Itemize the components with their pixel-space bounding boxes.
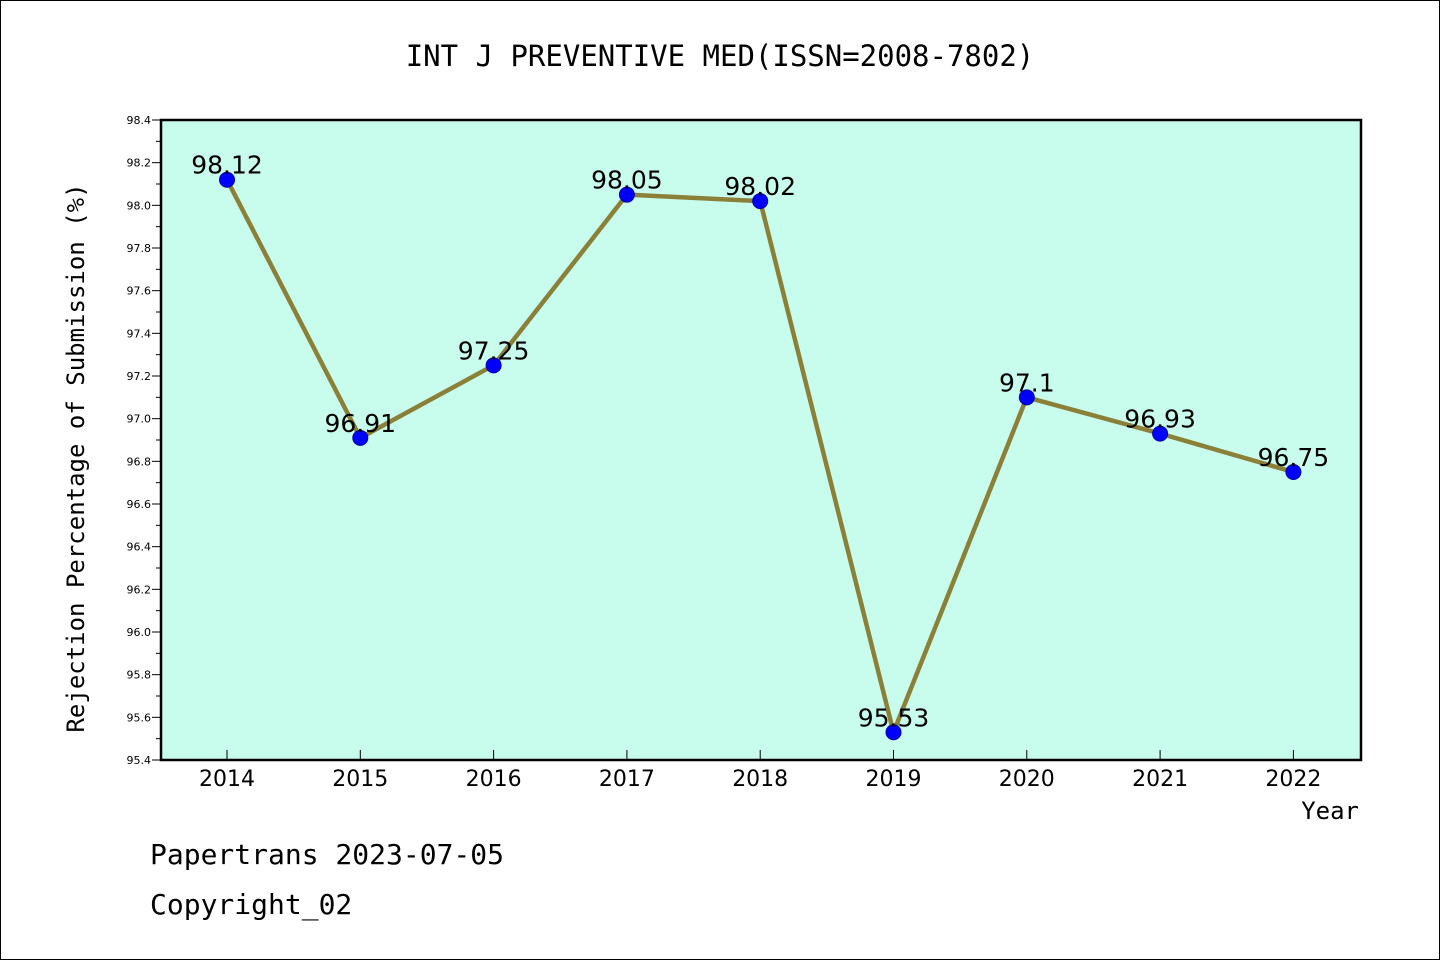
data-point-2014 bbox=[219, 171, 235, 188]
y-tick-label: 95.6 bbox=[127, 711, 152, 724]
data-point-2018 bbox=[752, 193, 769, 210]
data-label-2019: 95.53 bbox=[858, 703, 930, 732]
x-tick-label: 2017 bbox=[599, 767, 655, 792]
data-label-2018: 98.02 bbox=[724, 172, 796, 201]
footer-publisher-date: Papertrans 2023-07-05 bbox=[150, 838, 504, 871]
y-tick-label: 96.0 bbox=[127, 626, 152, 639]
y-tick-label: 97.4 bbox=[127, 327, 152, 340]
x-tick-label: 2015 bbox=[332, 767, 388, 792]
x-tick-label: 2021 bbox=[1132, 767, 1188, 792]
y-tick-label: 97.8 bbox=[127, 242, 152, 255]
x-tick-label: 2022 bbox=[1265, 767, 1321, 792]
x-axis: 2014 2015 2016 2017 2018 2019 2020 2021 2022 bbox=[199, 750, 1321, 792]
y-tick-label: 98.2 bbox=[127, 157, 152, 170]
series-rejection bbox=[219, 171, 1302, 741]
y-tick-label: 96.4 bbox=[127, 541, 152, 554]
data-point-2020 bbox=[1018, 389, 1035, 406]
x-tick-label: 2016 bbox=[466, 767, 522, 792]
x-tick-label: 2019 bbox=[866, 767, 922, 792]
data-point-2016 bbox=[485, 357, 502, 374]
y-axis-label: Rejection Percentage of Submission (%) bbox=[62, 183, 90, 732]
y-tick-label: 96.2 bbox=[127, 583, 152, 596]
data-labels: 98.12 96.91 97.25 98.05 98.02 95.53 97.1 96.93 9… bbox=[191, 151, 1329, 733]
data-point-2019 bbox=[885, 724, 902, 741]
y-axis: 95.4 95.6 95.8 96.0 96.2 96.4 96.6 96.8 97.0 97.2… bbox=[127, 114, 161, 767]
y-tick-label: 95.4 bbox=[127, 754, 152, 767]
data-label-2017: 98.05 bbox=[591, 166, 663, 195]
data-label-2015: 96.91 bbox=[325, 409, 397, 438]
y-tick-label: 95.8 bbox=[127, 669, 152, 682]
footer-copyright: Copyright_02 bbox=[150, 888, 352, 922]
plot-border bbox=[159, 118, 1363, 762]
y-tick-label: 97.0 bbox=[127, 413, 152, 426]
data-point-2022 bbox=[1285, 464, 1302, 480]
y-tick-label: 97.2 bbox=[127, 370, 152, 383]
data-point-2021 bbox=[1152, 425, 1169, 442]
data-point-2015 bbox=[352, 429, 369, 446]
y-tick-label: 98.4 bbox=[127, 114, 152, 127]
x-axis-label: Year bbox=[1301, 797, 1359, 825]
data-label-2021: 96.93 bbox=[1124, 405, 1196, 434]
data-label-2022: 96.75 bbox=[1258, 443, 1330, 472]
y-tick-label: 96.6 bbox=[127, 498, 152, 511]
data-label-2020: 97.1 bbox=[999, 368, 1055, 397]
chart-title: INT J PREVENTIVE MED(ISSN=2008-7802) bbox=[406, 39, 1035, 73]
data-point-2017 bbox=[618, 186, 635, 203]
data-label-2016: 97.25 bbox=[458, 336, 530, 365]
x-tick-label: 2014 bbox=[199, 767, 255, 792]
data-label-2014: 98.12 bbox=[191, 151, 263, 180]
y-tick-label: 96.8 bbox=[127, 455, 152, 468]
y-tick-label: 98.0 bbox=[127, 199, 152, 212]
x-tick-label: 2020 bbox=[999, 767, 1055, 792]
x-tick-label: 2018 bbox=[732, 767, 788, 792]
y-tick-label: 97.6 bbox=[127, 285, 152, 298]
